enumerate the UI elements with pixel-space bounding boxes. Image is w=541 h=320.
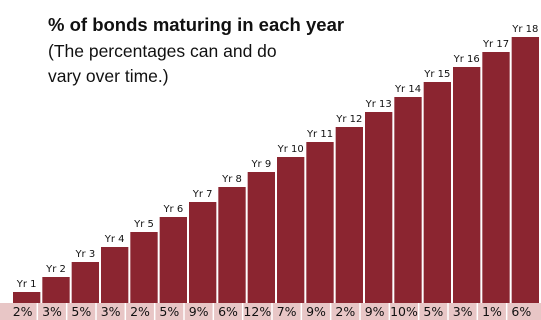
bar-1: [13, 292, 41, 303]
percentage-label: 2%: [130, 304, 150, 319]
percentage-strip: [0, 303, 541, 320]
bar-4: [101, 247, 129, 303]
bar-17: [482, 52, 510, 303]
chart-title: % of bonds maturing in each year: [48, 14, 345, 35]
category-label: Yr 15: [423, 69, 450, 80]
percentage-label: 5%: [71, 304, 91, 319]
category-label: Yr 10: [277, 144, 304, 155]
percentage-label: 6%: [511, 304, 531, 319]
percentage-label: 3%: [453, 304, 473, 319]
category-label: Yr 5: [133, 219, 154, 230]
bar-15: [423, 82, 451, 303]
category-label: Yr 4: [104, 234, 125, 245]
category-label: Yr 2: [45, 264, 66, 275]
bar-11: [306, 142, 334, 303]
percentage-label: 7%: [277, 304, 297, 319]
bar-6: [159, 217, 187, 303]
category-label: Yr 12: [335, 114, 362, 125]
percentage-label: 2%: [13, 304, 33, 319]
category-label: Yr 9: [250, 159, 271, 170]
category-label: Yr 18: [511, 24, 538, 35]
category-label: Yr 16: [453, 54, 480, 65]
percentage-label: 3%: [42, 304, 62, 319]
category-label: Yr 13: [365, 99, 392, 110]
bars-group: [13, 37, 539, 303]
bar-18: [511, 37, 539, 303]
category-labels-group: Yr 1 Yr 2 Yr 3 Yr 4 Yr 5 Yr 6 Yr 7 Yr 8 Yr 9 Yr 1…: [16, 24, 539, 290]
category-label: Yr 8: [221, 174, 242, 185]
bar-13: [365, 112, 393, 303]
percentage-label: 3%: [101, 304, 121, 319]
percentage-label: 9%: [189, 304, 209, 319]
chart-subtitle: (The percentages can and do vary over ti…: [48, 41, 277, 86]
bar-14: [394, 97, 422, 303]
category-label: Yr 11: [306, 129, 333, 140]
category-label: Yr 6: [162, 204, 183, 215]
percentage-labels-group: 2% 3% 5% 3% 2% 5% 9% 6% 12% 7% 9% 2% 9% 10% 5% 3% 1% 6%: [13, 304, 532, 319]
percentage-label: 9%: [365, 304, 385, 319]
category-label: Yr 7: [192, 189, 213, 200]
percentage-label: 2%: [335, 304, 355, 319]
bar-9: [247, 172, 275, 303]
bar-16: [453, 67, 481, 303]
percentage-label: 12%: [243, 304, 271, 319]
percentage-label: 5%: [423, 304, 443, 319]
bar-10: [277, 157, 305, 303]
percentage-label: 9%: [306, 304, 326, 319]
strip-dividers: [36, 303, 508, 320]
bar-2: [42, 277, 70, 303]
percentage-label: 1%: [482, 304, 502, 319]
category-label: Yr 3: [74, 249, 95, 260]
percentage-label: 10%: [390, 304, 418, 319]
bar-3: [71, 262, 99, 303]
category-label: Yr 1: [16, 279, 37, 290]
bar-8: [218, 187, 246, 303]
category-label: Yr 14: [394, 84, 421, 95]
bar-7: [189, 202, 217, 303]
percentage-label: 6%: [218, 304, 238, 319]
percentage-label: 5%: [159, 304, 179, 319]
bar-12: [335, 127, 363, 303]
category-label: Yr 17: [482, 39, 509, 50]
bar-5: [130, 232, 158, 303]
